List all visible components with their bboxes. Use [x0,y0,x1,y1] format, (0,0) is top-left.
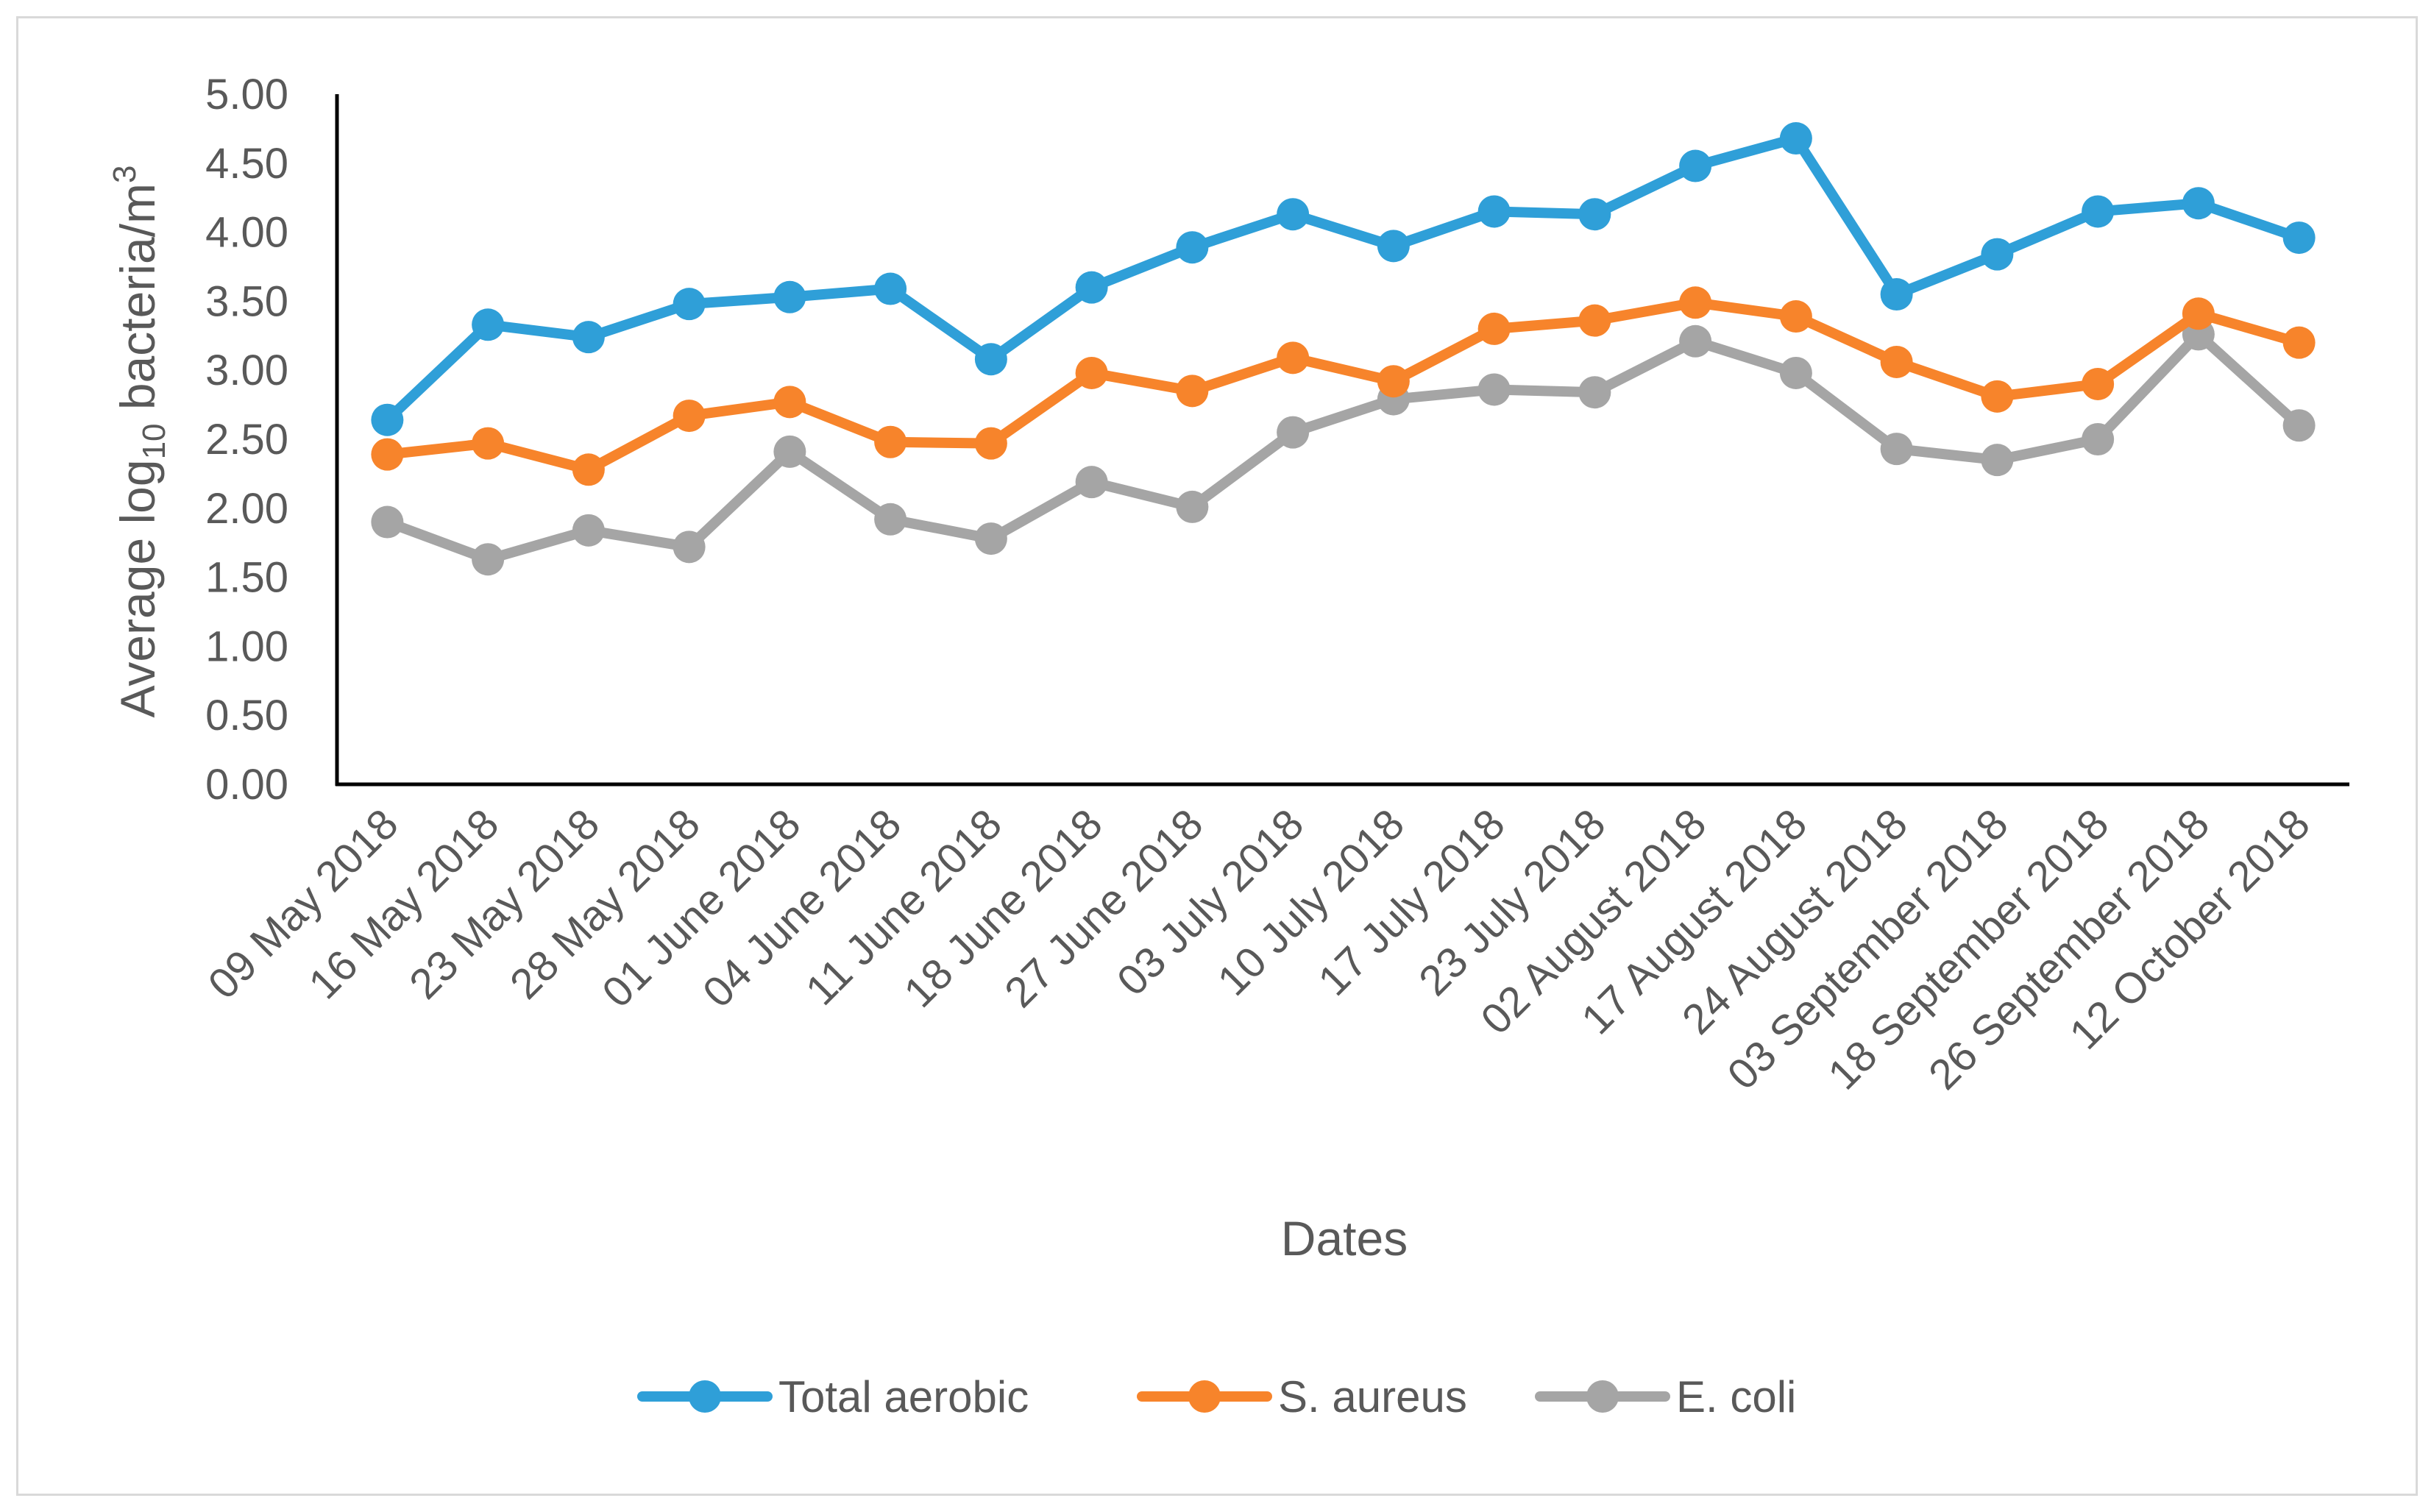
series-layer [371,122,2316,576]
data-point-s-aureus [1679,286,1712,319]
data-point-total-aerobic [1477,195,1511,228]
data-point-e-coli [1277,416,1310,449]
y-axis-title-main: Average log [110,459,165,717]
legend-label: E. coli [1676,1372,1796,1422]
data-point-e-coli [1176,490,1209,523]
data-point-s-aureus [1981,380,2014,413]
data-point-e-coli [2282,409,2316,442]
data-point-s-aureus [1578,304,1611,337]
data-point-total-aerobic [1880,278,1913,311]
y-tick-label: 2.50 [205,416,288,464]
data-point-e-coli [472,543,505,576]
series-line-s-aureus [382,297,2305,475]
data-point-s-aureus [2282,326,2316,359]
y-axis-title-superscript: 3 [107,166,143,183]
data-point-total-aerobic [1277,198,1310,231]
legend-swatch-marker [1188,1380,1221,1413]
data-point-total-aerobic [1176,231,1209,264]
y-axis-ticks: 0.00 0.50 1.00 1.50 2.00 2.50 3.00 3.50 4.00 4.50… [205,71,288,809]
legend-label: Total aerobic [778,1372,1029,1422]
data-point-e-coli [1981,444,2014,477]
x-axis-title: Dates [1281,1211,1408,1266]
data-point-s-aureus [773,386,806,419]
y-tick-label: 4.50 [205,140,288,188]
data-point-e-coli [1679,324,1712,358]
data-point-total-aerobic [1377,230,1410,263]
data-point-e-coli [2082,423,2115,455]
y-tick-label: 0.50 [205,692,288,739]
data-point-s-aureus [1779,300,1812,333]
y-axis-title-unit: bacteria/m [110,183,165,423]
series-s-aureus [371,286,2316,486]
data-point-total-aerobic [874,272,907,305]
data-point-e-coli [1075,466,1108,499]
data-point-s-aureus [1880,345,1913,378]
data-point-total-aerobic [2082,195,2115,228]
data-point-s-aureus [1176,375,1209,408]
data-point-s-aureus [874,425,907,458]
data-point-total-aerobic [1679,149,1712,182]
data-point-total-aerobic [773,280,806,313]
y-axis-title-subscript: 10 [136,423,172,459]
data-point-total-aerobic [1578,198,1611,231]
series-total-aerobic [371,122,2316,436]
data-point-s-aureus [371,438,404,471]
data-point-s-aureus [1277,341,1310,375]
data-point-total-aerobic [673,288,706,321]
data-point-total-aerobic [472,308,505,341]
data-point-e-coli [1880,433,1913,466]
data-point-total-aerobic [2182,187,2215,220]
data-point-e-coli [1578,376,1611,409]
data-point-s-aureus [2182,297,2215,330]
data-point-s-aureus [572,453,605,486]
y-tick-label: 3.50 [205,277,288,325]
y-tick-label: 5.00 [205,71,288,118]
y-axis-title: Average log10 bacteria/m3 [107,166,172,718]
data-point-s-aureus [1377,365,1410,398]
chart-frame [16,16,2418,1496]
series-line-total-aerobic [382,133,2305,425]
data-point-total-aerobic [371,403,404,436]
data-point-e-coli [673,530,706,564]
data-point-e-coli [1477,373,1511,406]
data-point-s-aureus [472,427,505,460]
data-point-s-aureus [2082,367,2115,400]
y-tick-label: 1.50 [205,554,288,602]
legend-item-s-aureus: S. aureus [1137,1372,1467,1422]
y-tick-label: 4.00 [205,209,288,257]
data-point-total-aerobic [1075,271,1108,304]
data-point-total-aerobic [2282,221,2316,255]
legend-label: S. aureus [1278,1372,1467,1422]
data-point-s-aureus [1477,312,1511,345]
data-point-e-coli [773,435,806,468]
legend: Total aerobic S. aureus E. coli [637,1372,1796,1422]
legend-swatch-marker [689,1380,721,1413]
data-point-s-aureus [974,427,1007,460]
legend-item-e-coli: E. coli [1535,1372,1796,1422]
data-point-e-coli [1779,356,1812,389]
data-point-total-aerobic [974,343,1007,376]
data-point-s-aureus [1075,356,1108,389]
series-e-coli [371,318,2316,576]
axes [335,94,2349,787]
y-tick-label: 3.00 [205,347,288,394]
data-point-e-coli [371,505,404,539]
y-tick-label: 0.00 [205,761,288,809]
data-point-total-aerobic [572,321,605,354]
data-point-e-coli [974,522,1007,556]
data-point-s-aureus [673,400,706,433]
data-point-e-coli [874,503,907,536]
data-point-total-aerobic [1981,238,2014,271]
legend-item-total-aerobic: Total aerobic [637,1372,1029,1422]
y-tick-label: 1.00 [205,622,288,670]
y-tick-label: 2.00 [205,485,288,533]
data-point-e-coli [572,514,605,547]
legend-swatch-marker [1586,1380,1619,1413]
series-line-e-coli [382,329,2305,565]
data-point-total-aerobic [1779,122,1812,155]
